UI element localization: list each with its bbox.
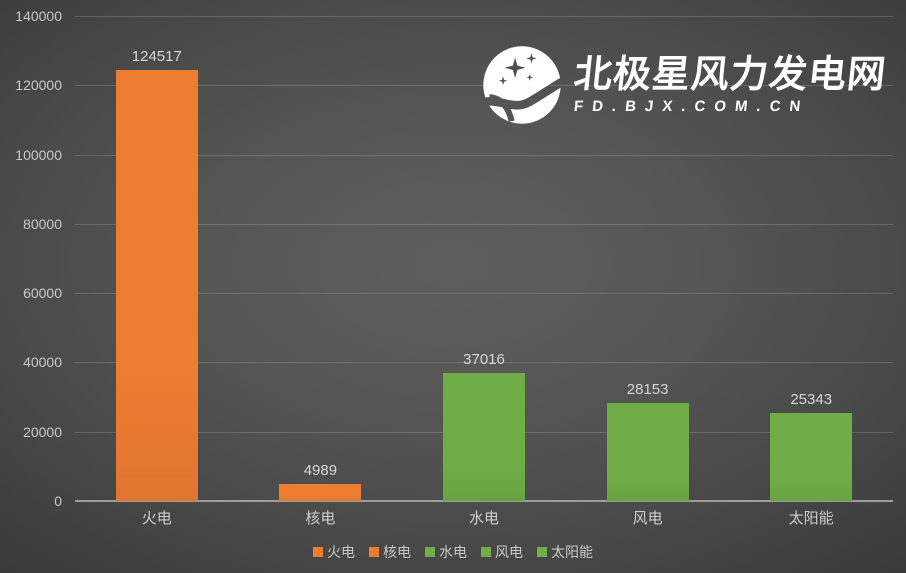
y-tick-label-40000: 40000: [23, 354, 62, 371]
watermark-text: 北极星风力发电网 FD.BJX.COM.CN: [571, 53, 889, 116]
bar-value-label-3: 37016: [463, 350, 505, 368]
legend-swatch-icon: [537, 547, 547, 557]
legend-label: 火电: [327, 544, 355, 560]
x-tick-label-3: 水电: [468, 510, 499, 527]
legend-swatch-icon: [481, 547, 491, 557]
legend-label: 核电: [383, 544, 411, 560]
chart-legend: 火电 核电 水电 风电 太阳能: [0, 542, 906, 562]
legend-item-5: 太阳能: [537, 542, 593, 562]
legend-label: 水电: [439, 544, 467, 560]
bar-4: [606, 403, 689, 501]
bjx-star-logo-icon: [477, 42, 566, 128]
gridline-140000: [75, 16, 893, 17]
bar-3: [443, 372, 525, 501]
gridline-60000: [75, 293, 893, 295]
legend-swatch-icon: [425, 547, 435, 557]
bar-value-label-2: 4989: [303, 461, 338, 479]
gridline-80000: [75, 223, 893, 225]
bar-5: [770, 413, 853, 501]
bar-value-label-4: 28153: [626, 381, 669, 399]
bar-2: [279, 483, 362, 501]
x-tick-label-4: 风电: [632, 510, 663, 527]
y-tick-label-80000: 80000: [23, 215, 62, 232]
y-tick-label-100000: 100000: [15, 146, 62, 163]
watermark-title: 北极星风力发电网: [571, 53, 889, 96]
gridline-40000: [75, 362, 893, 364]
y-tick-label-120000: 120000: [15, 77, 62, 94]
legend-label: 太阳能: [551, 544, 593, 560]
legend-label: 风电: [495, 544, 523, 560]
watermark-logo: 北极星风力发电网 FD.BJX.COM.CN: [477, 42, 889, 128]
legend-item-2: 核电: [369, 542, 411, 562]
legend-swatch-icon: [313, 547, 323, 557]
bar-value-label-5: 25343: [790, 391, 833, 409]
x-tick-label-5: 太阳能: [788, 510, 834, 527]
plot-area: 124517 4989 37016 28153 25343: [75, 16, 893, 502]
y-tick-label-20000: 20000: [23, 423, 62, 440]
legend-swatch-icon: [369, 547, 379, 557]
legend-item-3: 水电: [425, 542, 467, 562]
x-axis-line: [75, 500, 893, 502]
y-tick-label-0: 0: [54, 493, 62, 509]
y-tick-label-60000: 60000: [23, 285, 62, 302]
bar-value-label-1: 124517: [131, 47, 182, 65]
legend-item-4: 风电: [481, 542, 523, 562]
legend-item-1: 火电: [313, 542, 355, 562]
watermark-subtitle: FD.BJX.COM.CN: [573, 98, 811, 116]
gridline-100000: [75, 154, 893, 156]
x-tick-label-2: 核电: [305, 510, 336, 527]
y-tick-label-140000: 140000: [15, 8, 62, 24]
bar-1: [115, 69, 198, 501]
x-tick-label-1: 火电: [141, 510, 172, 527]
